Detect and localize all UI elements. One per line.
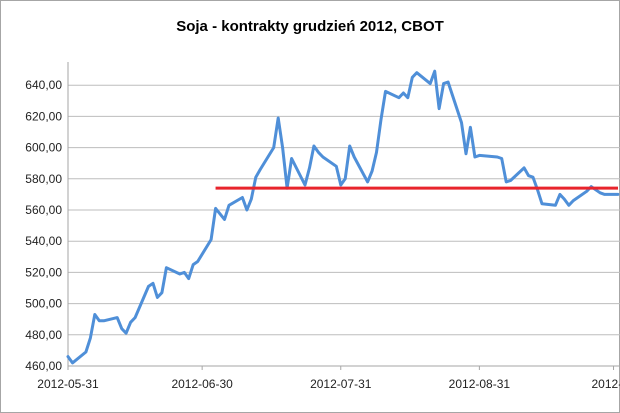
y-tick-label: 620,00 — [25, 109, 62, 123]
x-tick-label: 2012-09 — [592, 377, 620, 391]
y-tick-label: 540,00 — [25, 234, 62, 248]
series-layer — [66, 69, 620, 365]
x-tick-label: 2012-07-31 — [310, 377, 372, 391]
y-axis: 460,00 480,00 500,00 520,00 540,00 560,00 580,… — [25, 62, 69, 373]
y-tick-label: 560,00 — [25, 203, 62, 217]
gridlines — [68, 84, 620, 367]
y-tick-label: 520,00 — [25, 265, 62, 279]
y-tick-label: 460,00 — [25, 359, 62, 373]
y-tick-label: 500,00 — [25, 297, 62, 311]
x-tick-label: 2012-08-31 — [449, 377, 511, 391]
y-tick-label: 640,00 — [25, 78, 62, 92]
y-tick-label: 580,00 — [25, 172, 62, 186]
chart-title: Soja - kontrakty grudzień 2012, CBOT — [176, 18, 444, 35]
x-axis: 2012-05-31 2012-06-30 2012-07-31 2012-08-31… — [37, 365, 620, 391]
x-tick-label: 2012-06-30 — [171, 377, 233, 391]
x-tick-label: 2012-05-31 — [37, 377, 99, 391]
y-tick-label: 480,00 — [25, 328, 62, 342]
y-tick-label: 600,00 — [25, 141, 62, 155]
series-line — [66, 69, 620, 365]
